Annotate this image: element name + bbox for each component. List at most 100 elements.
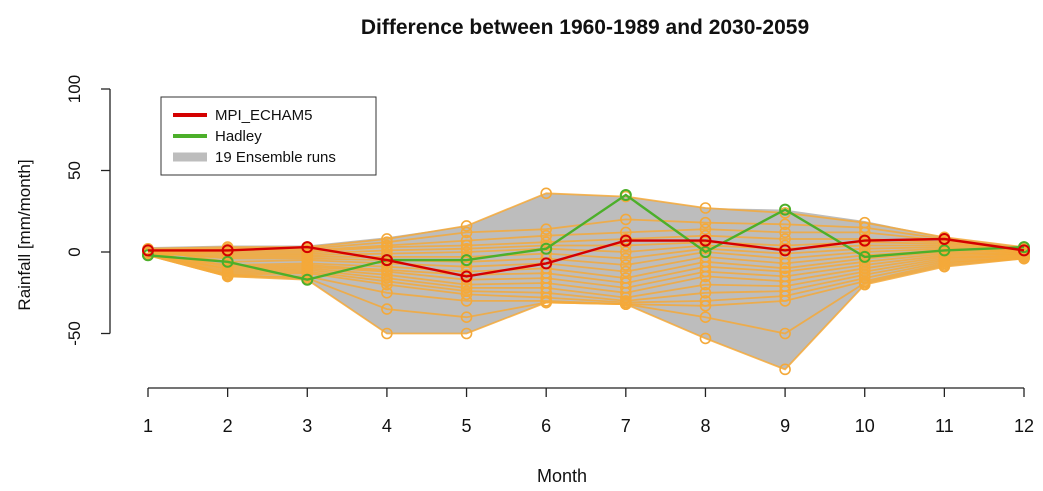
ensemble-run-point [779, 327, 791, 340]
ensemble-run-line [147, 251, 1025, 304]
ensemble-run-point [540, 296, 552, 309]
chart-title: Difference between 1960-1989 and 2030-20… [361, 16, 809, 39]
ensemble-run-point [540, 223, 552, 235]
ensemble-run-point [540, 187, 552, 200]
ensemble-run-point [381, 275, 393, 288]
ensemble-run-point [699, 202, 712, 214]
series-point [460, 270, 473, 283]
y-tick-label: 50 [65, 161, 84, 180]
y-tick-label: -50 [65, 321, 84, 346]
ensemble-run-point [779, 262, 791, 275]
y-axis-label: Rainfall [mm/month] [15, 159, 34, 310]
ensemble-run-line [147, 247, 1025, 266]
ensemble-run-line [147, 244, 1025, 257]
series-point [221, 244, 234, 257]
ensemble-run-point [460, 220, 473, 232]
x-tick-label: 3 [302, 416, 312, 436]
ensemble-run-point [779, 295, 791, 307]
y-tick-label: 100 [65, 75, 84, 103]
legend-label-mpi: MPI_ECHAM5 [215, 107, 313, 124]
ensemble-run-point [699, 299, 712, 312]
ensemble-run-point [620, 259, 632, 271]
ensemble-run-point [381, 278, 393, 291]
ensemble-run-point [938, 260, 951, 273]
x-tick-label: 7 [621, 416, 631, 436]
ensemble-run-point [460, 295, 473, 307]
ensemble-run-line [147, 251, 1025, 299]
ensemble-run-point [1018, 252, 1030, 265]
ensemble-run-point [699, 332, 712, 345]
legend-item-ensemble: 19 Ensemble runs [173, 149, 336, 166]
ensemble-run-point [699, 278, 712, 291]
x-tick-label: 8 [700, 416, 710, 436]
series-point [142, 244, 154, 257]
legend-item-hadley: Hadley [173, 128, 262, 145]
ensemble-run-point [620, 246, 632, 258]
ensemble-run-line [147, 251, 1024, 284]
ensemble-run-point [381, 233, 393, 245]
ensemble-run-point [381, 327, 393, 340]
ensemble-run-point [620, 252, 632, 265]
ensemble-run-point [460, 282, 473, 294]
ensemble-run-point [381, 272, 393, 284]
ensemble-band [148, 193, 1024, 370]
ensemble-run-point [779, 226, 791, 239]
ensemble-run-point [699, 311, 712, 324]
legend-label-hadley: Hadley [215, 128, 262, 145]
ensemble-run-point [620, 226, 632, 239]
series-point [699, 234, 712, 247]
legend-item-mpi: MPI_ECHAM5 [173, 107, 313, 124]
x-tick-label: 9 [780, 416, 790, 436]
ensemble-run-point [460, 239, 473, 252]
ensemble-run-point [460, 242, 473, 255]
ensemble-run-line [147, 251, 1025, 280]
x-tick-label: 4 [382, 416, 392, 436]
ensemble-run-point [460, 288, 473, 301]
y-tick-label: 0 [65, 247, 84, 256]
ensemble-run-point [460, 327, 473, 340]
series-point [858, 250, 871, 263]
ensemble-run-point [381, 303, 393, 315]
x-tick-label: 11 [935, 416, 954, 436]
series-point [380, 254, 393, 267]
series-point [699, 246, 712, 258]
series-point [460, 254, 473, 267]
legend-label-ensemble: 19 Ensemble runs [215, 149, 336, 166]
ensemble-run-point [858, 278, 871, 291]
series-point [779, 203, 792, 216]
series-point [619, 188, 632, 201]
ensemble-run-point [620, 213, 632, 226]
ensemble-run-point [540, 236, 552, 249]
ensemble-run-point [699, 223, 712, 235]
ensemble-run-point [620, 298, 632, 310]
series-point [301, 241, 314, 254]
ensemble-run-line [147, 246, 1025, 260]
ensemble-run-point [779, 218, 791, 231]
series-point [540, 257, 553, 270]
series-point [301, 273, 314, 286]
x-tick-label: 6 [541, 416, 551, 436]
x-tick-label: 12 [1014, 416, 1034, 436]
series-point [938, 232, 951, 245]
series-point [540, 242, 553, 255]
x-tick-label: 10 [855, 416, 875, 436]
ensemble-run-point [699, 216, 712, 229]
x-axis-label: Month [537, 466, 587, 486]
ensemble-run-line [147, 249, 1024, 294]
x-tick-label: 2 [223, 416, 233, 436]
series-line [147, 193, 1025, 281]
ensemble-run-line [147, 241, 1025, 255]
ensemble-run-line [147, 249, 1025, 273]
ensemble-run-point [699, 270, 712, 283]
ensemble-run-point [460, 311, 473, 324]
ensemble-run-line [147, 254, 1025, 371]
x-tick-label: 5 [462, 416, 472, 436]
series-point [779, 244, 792, 257]
ensemble-run-line [147, 252, 1025, 302]
ensemble-run-point [620, 265, 632, 278]
series-point [938, 244, 951, 257]
series-point [619, 234, 632, 247]
ensemble-run-point [699, 286, 712, 299]
